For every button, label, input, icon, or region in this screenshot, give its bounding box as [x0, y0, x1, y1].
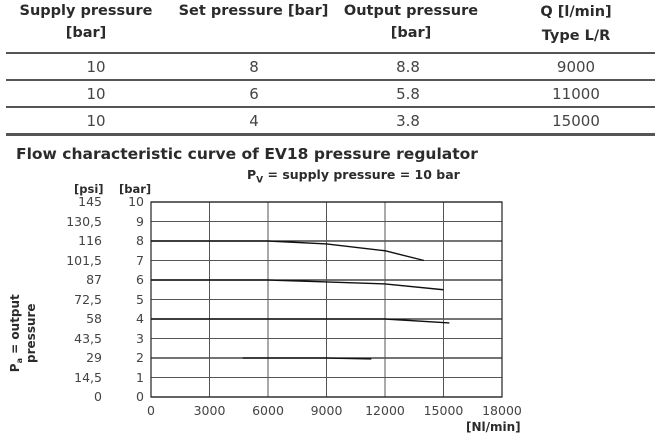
y-tick-bar: 4 [136, 311, 144, 326]
y-tick-psi: 43,5 [74, 330, 102, 346]
x-tick: 6000 [252, 403, 284, 418]
cell: 3.8 [396, 112, 420, 130]
cell: 5.8 [396, 85, 420, 103]
x-tick: 9000 [310, 403, 343, 418]
chart-subtitle: PV = supply pressure = 10 bar [247, 167, 460, 186]
divider [6, 79, 655, 81]
y-tick-psi: 101,5 [66, 252, 102, 268]
cell: 10 [86, 58, 106, 76]
header-line: Output pressure [343, 3, 479, 19]
header-line: [bar] [390, 25, 432, 41]
series-line [151, 240, 425, 262]
y-unit-psi: [psi] [74, 182, 104, 196]
y-tick-bar: 6 [136, 272, 144, 287]
cell: 9000 [556, 58, 596, 76]
chart-title: Flow characteristic curve of EV18 pressu… [16, 145, 478, 163]
x-unit: [Nl/min] [466, 420, 521, 434]
y-tick-bar: 3 [136, 330, 144, 346]
cell: 11000 [552, 85, 600, 103]
header-line: Type L/R [541, 28, 611, 44]
y-tick-bar: 0 [136, 389, 144, 404]
y-tick-bar: 2 [136, 350, 144, 365]
y-tick-psi: 29 [86, 350, 102, 365]
cell: 10 [86, 85, 106, 103]
y-tick-bar: 9 [136, 213, 144, 229]
divider [6, 133, 655, 136]
x-tick: 18000 [482, 403, 522, 418]
subtitle-sub: V [256, 175, 264, 186]
x-tick: 3000 [193, 403, 226, 418]
subtitle-rest: = supply pressure = 10 bar [263, 167, 460, 182]
subtitle-p: P [247, 167, 257, 182]
y-tick-bar: 8 [136, 233, 144, 248]
cell: 10 [86, 112, 106, 130]
series-line [242, 357, 372, 360]
header-line: Set pressure [bar] [178, 3, 329, 19]
y-tick-psi: 116 [78, 233, 102, 248]
plot-frame [150, 201, 503, 398]
y-tick-psi: 130,5 [66, 213, 102, 229]
header-output-pressure: Output pressure [bar] [336, 0, 486, 52]
y-tick-psi: 0 [94, 389, 102, 404]
header-set-pressure: Set pressure [bar] [171, 0, 336, 52]
y-tick-bar: 7 [136, 252, 144, 268]
series-line [151, 279, 444, 291]
header-flow: Q [l/min] Type L/R [506, 0, 646, 52]
header-line: Supply pressure [19, 3, 153, 19]
y-unit-bar: [bar] [119, 182, 152, 196]
cell: 8 [249, 58, 259, 76]
y-tick-psi: 72,5 [74, 291, 102, 307]
x-tick: 0 [147, 403, 155, 418]
y-tick-psi: 87 [86, 272, 102, 287]
header-supply-pressure: Supply pressure [bar] [6, 0, 166, 52]
x-tick: 12000 [365, 403, 405, 418]
cell: 15000 [552, 112, 600, 130]
y-tick-bar: 1 [136, 369, 144, 385]
series-line [151, 318, 450, 324]
header-line: [bar] [65, 25, 107, 41]
y-tick-bar: 10 [128, 194, 144, 209]
y-tick-psi: 145 [78, 194, 102, 209]
divider [6, 106, 655, 108]
y-tick-psi: 58 [86, 311, 102, 326]
x-tick: 15000 [423, 403, 464, 418]
cell: 4 [249, 112, 259, 130]
cell: 8.8 [396, 58, 420, 76]
divider [6, 52, 655, 54]
header-line: Q [l/min] [540, 4, 612, 20]
y-tick-psi: 14,5 [74, 369, 102, 385]
cell: 6 [249, 85, 259, 103]
y-tick-bar: 5 [136, 291, 144, 307]
